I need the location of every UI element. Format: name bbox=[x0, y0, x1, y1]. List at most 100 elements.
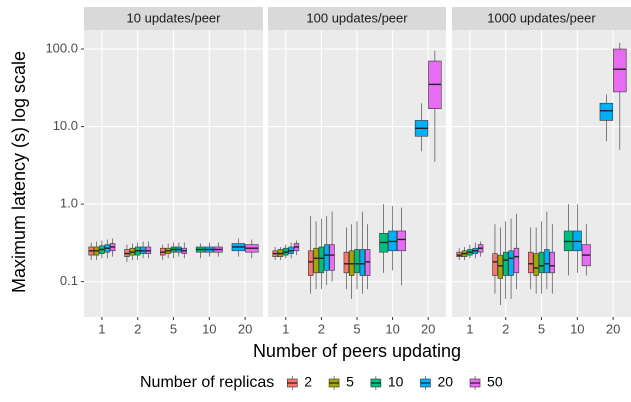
y-axis-title: Maximum latency (s) log scale bbox=[9, 51, 29, 293]
box bbox=[124, 244, 130, 262]
box-body bbox=[313, 247, 319, 274]
legend-label: 2 bbox=[304, 374, 312, 390]
box bbox=[109, 238, 116, 257]
box bbox=[354, 221, 360, 290]
x-tick-label: 20 bbox=[421, 321, 435, 336]
box bbox=[572, 204, 582, 273]
box bbox=[477, 241, 484, 257]
box-body bbox=[533, 253, 539, 276]
legend-item: 20 bbox=[420, 374, 453, 390]
facet-strip bbox=[268, 7, 446, 30]
box bbox=[329, 211, 335, 282]
box bbox=[170, 242, 177, 259]
x-tick-label: 5 bbox=[170, 321, 177, 336]
x-tick-label: 5 bbox=[353, 321, 360, 336]
box bbox=[397, 207, 406, 286]
box bbox=[549, 224, 555, 294]
legend-item: 2 bbox=[286, 374, 312, 390]
box bbox=[272, 246, 278, 261]
box-body bbox=[343, 251, 349, 274]
box bbox=[533, 227, 539, 294]
box bbox=[277, 246, 284, 261]
box-body bbox=[508, 250, 514, 276]
box-body bbox=[318, 246, 325, 274]
box bbox=[181, 242, 187, 259]
legend-item: 10 bbox=[370, 374, 404, 390]
y-tick-label: 10.0 bbox=[53, 118, 78, 133]
box bbox=[365, 224, 371, 290]
box bbox=[308, 216, 314, 294]
box bbox=[145, 241, 152, 259]
legend-title: Number of replicas bbox=[140, 374, 274, 391]
box bbox=[195, 243, 205, 259]
box bbox=[140, 241, 146, 259]
box bbox=[129, 243, 136, 261]
box bbox=[414, 103, 429, 152]
box bbox=[528, 227, 534, 290]
box bbox=[467, 244, 473, 259]
box bbox=[293, 240, 300, 256]
box bbox=[213, 242, 223, 257]
legend-label: 5 bbox=[346, 374, 354, 390]
x-tick-label: 5 bbox=[538, 321, 545, 336]
x-tick-label: 10 bbox=[385, 321, 399, 336]
box bbox=[165, 243, 171, 259]
y-tick-label: 1.0 bbox=[60, 196, 78, 211]
box-body bbox=[544, 249, 550, 274]
box-body bbox=[503, 251, 509, 276]
box-body bbox=[513, 247, 520, 274]
box bbox=[513, 213, 520, 290]
x-tick-label: 1 bbox=[466, 321, 473, 336]
box bbox=[324, 216, 330, 286]
x-tick-label: 2 bbox=[318, 321, 325, 336]
x-tick-label: 2 bbox=[134, 321, 141, 336]
x-tick-label: 20 bbox=[238, 321, 252, 336]
box-body bbox=[359, 249, 366, 276]
legend-item: 50 bbox=[469, 374, 503, 390]
facet-title: 1000 updates/peer bbox=[487, 10, 596, 25]
box bbox=[204, 242, 214, 257]
box-body bbox=[538, 251, 545, 274]
legend-item: 5 bbox=[328, 374, 354, 390]
box bbox=[508, 218, 514, 299]
box bbox=[472, 242, 478, 259]
box bbox=[613, 42, 627, 150]
box bbox=[313, 221, 319, 290]
box bbox=[544, 211, 550, 290]
box-body bbox=[613, 48, 627, 93]
box bbox=[538, 221, 545, 294]
box-body bbox=[528, 251, 534, 274]
box bbox=[456, 248, 462, 261]
box bbox=[245, 239, 259, 259]
x-tick-label: 10 bbox=[202, 321, 216, 336]
box bbox=[461, 246, 468, 261]
box bbox=[288, 242, 294, 259]
box bbox=[599, 94, 614, 142]
box bbox=[497, 227, 504, 305]
box-body bbox=[497, 254, 504, 279]
x-tick-label: 20 bbox=[606, 321, 620, 336]
box bbox=[93, 241, 100, 261]
box bbox=[318, 218, 325, 290]
box bbox=[388, 205, 398, 271]
box bbox=[283, 244, 289, 259]
facet-strip bbox=[84, 7, 263, 30]
box-body bbox=[308, 250, 314, 276]
box bbox=[231, 238, 246, 257]
y-tick-label: 100.0 bbox=[45, 40, 78, 55]
x-tick-label: 2 bbox=[502, 321, 509, 336]
box bbox=[581, 224, 591, 276]
box bbox=[359, 211, 366, 294]
legend-label: 20 bbox=[437, 374, 453, 390]
box bbox=[99, 240, 105, 259]
box-body bbox=[599, 102, 614, 121]
box bbox=[160, 244, 166, 261]
box bbox=[563, 204, 573, 276]
legend-label: 50 bbox=[487, 374, 503, 390]
box bbox=[104, 239, 110, 259]
box bbox=[176, 242, 182, 257]
x-axis-title: Number of peers updating bbox=[253, 341, 461, 361]
box-body bbox=[354, 249, 360, 274]
box bbox=[492, 224, 498, 294]
box bbox=[343, 227, 349, 290]
